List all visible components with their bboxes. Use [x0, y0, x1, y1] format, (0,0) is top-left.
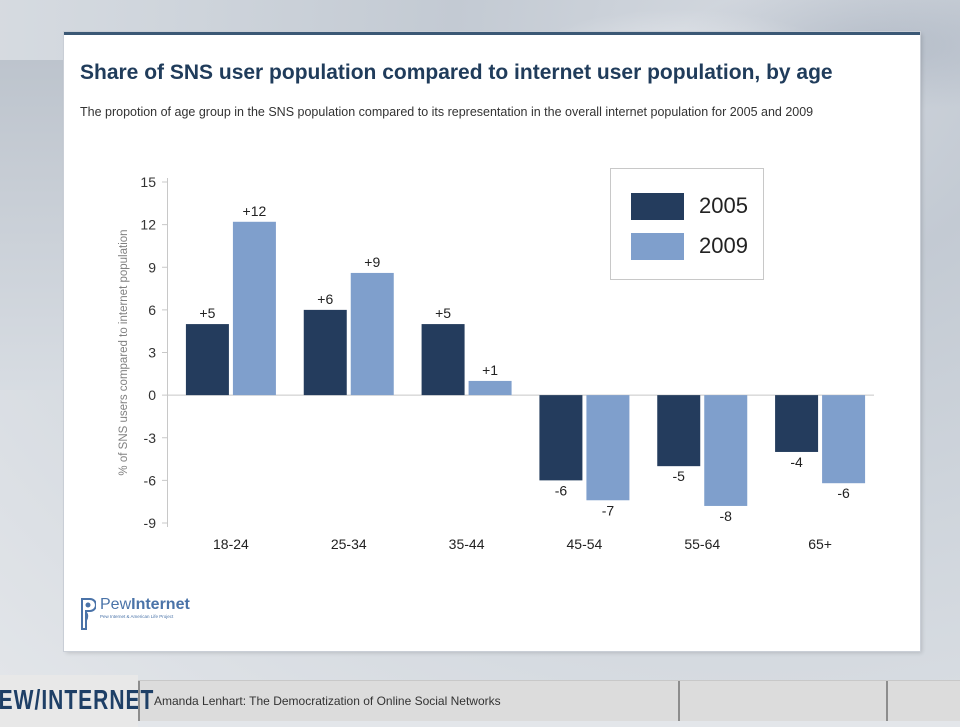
bar-2009-35-44	[468, 380, 512, 396]
y-tick-label: 6	[148, 302, 156, 318]
x-tick-label: 35-44	[449, 536, 485, 552]
footer-divider	[678, 681, 680, 721]
pew-internet-logo: PewInternet Pew Internet & American Life…	[78, 597, 190, 633]
bar-2005-35-44	[421, 324, 465, 396]
y-tick-label: 9	[148, 259, 156, 275]
legend-swatch-2009	[631, 232, 684, 260]
logo-name-light: Pew	[100, 596, 132, 613]
data-label: +9	[364, 254, 380, 270]
x-tick-label: 55-64	[684, 536, 720, 552]
bar-chart: 15 12 9 6 3 0 -3 -6 -9 % of SNS users compared to…	[118, 174, 874, 552]
legend-item-2005: 2005	[631, 192, 748, 220]
chart-title: Share of SNS user population compared to…	[80, 61, 833, 84]
data-label: +1	[482, 362, 498, 378]
data-label: -6	[837, 485, 850, 501]
legend-label-2005: 2005	[699, 193, 748, 218]
bar-2005-55-64	[657, 395, 701, 467]
y-axis-title: % of SNS users compared to internet popu…	[118, 229, 130, 475]
legend-swatch-2005	[631, 192, 684, 220]
y-tick-label: -3	[144, 430, 157, 446]
data-label: -7	[602, 502, 615, 518]
x-tick-label: 18-24	[213, 536, 249, 552]
data-label: -6	[555, 482, 568, 498]
footer-brand-logo: PEW/INTERNET	[0, 675, 153, 727]
data-label: -4	[790, 454, 803, 470]
data-label: +5	[435, 305, 451, 321]
footer-presenter-text: Amanda Lenhart: The Democratization of O…	[154, 694, 501, 708]
footer-divider	[138, 681, 140, 721]
data-label: +12	[243, 203, 267, 219]
bar-2009-18-24	[232, 221, 276, 396]
y-tick-label: -9	[144, 515, 157, 531]
y-tick-label: 12	[140, 217, 156, 233]
x-tick-label: 45-54	[567, 536, 603, 552]
data-label: +6	[317, 291, 333, 307]
pew-logo-icon	[81, 598, 96, 630]
y-tick-label: 15	[140, 174, 156, 190]
bar-2009-55-64	[704, 395, 748, 506]
chart-card: Share of SNS user population compared to…	[64, 32, 920, 651]
logo-name: PewInternet	[100, 597, 190, 613]
bar-2009-45-54	[586, 395, 630, 501]
y-tick-label: 0	[148, 387, 156, 403]
background-left-strip	[0, 60, 64, 390]
logo-name-bold: Internet	[131, 596, 190, 613]
x-tick-label: 65+	[808, 536, 832, 552]
legend: 2005 2009	[610, 168, 764, 280]
bar-2005-65+	[775, 395, 819, 452]
logo-tagline: Pew Internet & American Life Project	[100, 614, 174, 619]
bar-2009-65+	[822, 395, 866, 484]
data-label: -5	[673, 468, 686, 484]
y-tick-label: 3	[148, 345, 156, 361]
chart-subtitle: The propotion of age group in the SNS po…	[80, 105, 814, 119]
bar-2005-18-24	[185, 324, 229, 396]
bar-2005-45-54	[539, 395, 583, 481]
bar-2005-25-34	[303, 309, 347, 396]
y-tick-label: -6	[144, 472, 157, 488]
legend-label-2009: 2009	[699, 233, 748, 258]
legend-item-2009: 2009	[631, 232, 748, 260]
data-label: +5	[199, 305, 215, 321]
x-tick-label: 25-34	[331, 536, 367, 552]
footer-bar: PEW/INTERNET Amanda Lenhart: The Democra…	[0, 675, 960, 727]
data-label: -8	[720, 508, 733, 524]
bar-2009-25-34	[350, 272, 394, 396]
footer-divider	[886, 681, 888, 721]
